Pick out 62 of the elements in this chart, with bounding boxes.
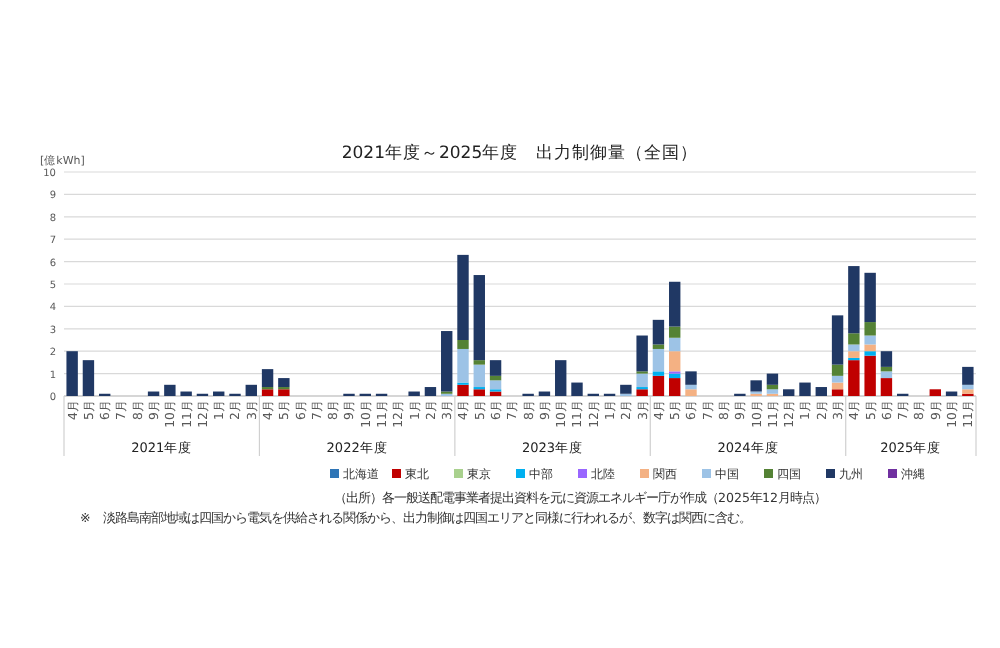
bar <box>457 348 469 383</box>
bar <box>652 375 665 396</box>
bar <box>831 375 844 383</box>
bar <box>831 315 844 365</box>
bar <box>848 360 860 396</box>
bar <box>669 378 681 396</box>
bar <box>669 281 681 327</box>
bar <box>82 360 95 396</box>
bar <box>555 360 567 396</box>
bar <box>848 344 860 352</box>
bar <box>669 337 681 352</box>
bar <box>245 384 257 396</box>
bar <box>864 355 876 396</box>
bar <box>652 348 665 372</box>
bar <box>880 351 893 367</box>
bar <box>620 384 632 394</box>
bar <box>636 373 648 388</box>
bar <box>848 333 860 345</box>
bar <box>278 389 290 396</box>
bar <box>929 389 941 396</box>
bar <box>571 382 583 396</box>
bar <box>636 389 648 396</box>
bar <box>457 254 469 340</box>
bar <box>766 373 779 385</box>
bar <box>278 378 290 388</box>
bar <box>962 384 974 390</box>
bar <box>864 322 876 336</box>
bar <box>441 331 453 392</box>
bar <box>685 389 697 396</box>
bar <box>783 389 795 396</box>
bar <box>652 319 665 345</box>
bar <box>815 387 827 396</box>
bar <box>669 351 681 372</box>
bar <box>424 387 437 396</box>
bar <box>848 351 860 358</box>
bar <box>831 389 844 396</box>
bar <box>457 340 469 349</box>
bar <box>750 380 762 392</box>
bar <box>164 384 176 396</box>
bar <box>473 389 485 396</box>
bar <box>864 335 876 345</box>
bar <box>669 326 681 338</box>
bar <box>489 360 502 376</box>
bar <box>261 369 274 388</box>
bar <box>489 380 502 390</box>
bar <box>962 366 974 385</box>
bar <box>799 382 811 396</box>
bar <box>261 389 274 396</box>
bar <box>473 275 485 361</box>
bar <box>848 266 860 334</box>
bar <box>864 272 876 323</box>
bar <box>880 371 893 379</box>
bar <box>685 384 697 390</box>
bar <box>831 364 844 376</box>
bar <box>880 378 893 396</box>
bar <box>66 351 78 396</box>
bar <box>473 364 485 388</box>
bar <box>636 335 648 372</box>
chart-title: 2021年度～2025年度 出力制御量（全国） <box>341 142 699 164</box>
bar <box>685 371 697 385</box>
bar <box>457 384 469 396</box>
bar <box>864 344 876 352</box>
